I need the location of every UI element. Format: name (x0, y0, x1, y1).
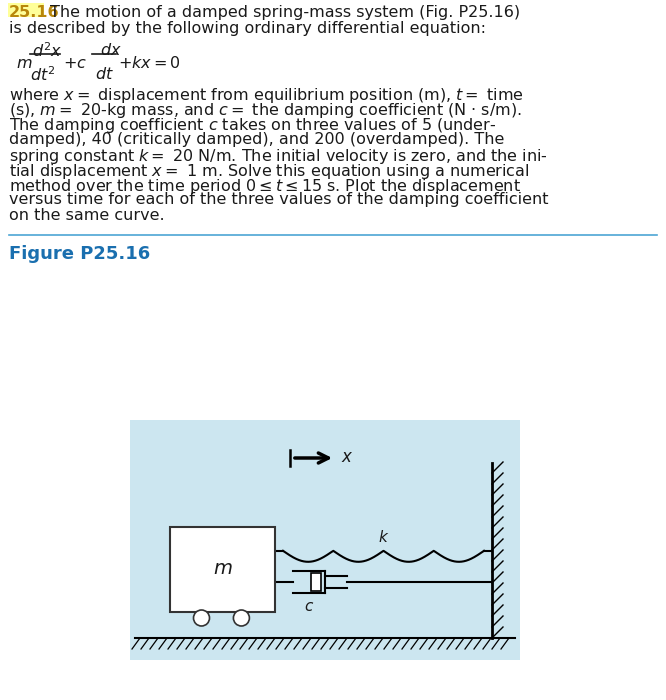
Text: is described by the following ordinary differential equation:: is described by the following ordinary d… (9, 21, 486, 36)
Text: $c$: $c$ (304, 601, 314, 615)
Text: $x$: $x$ (341, 449, 354, 466)
Text: $+ c$: $+ c$ (63, 55, 87, 72)
Text: damped), 40 (critically damped), and 200 (overdamped). The: damped), 40 (critically damped), and 200… (9, 132, 504, 146)
Text: (s), $m =$ 20-kg mass, and $c =$ the damping coefficient (N $\cdot$ s/m).: (s), $m =$ 20-kg mass, and $c =$ the dam… (9, 102, 522, 120)
Text: $+ kx = 0$: $+ kx = 0$ (118, 55, 180, 72)
Text: $dt$: $dt$ (95, 66, 114, 83)
Bar (311, 573, 321, 592)
Text: versus time for each of the three values of the damping coefficient: versus time for each of the three values… (9, 193, 549, 207)
Text: $m$: $m$ (16, 55, 33, 72)
FancyBboxPatch shape (8, 3, 44, 17)
Text: method over the time period $0 \leq t \leq 15$ s. Plot the displacement: method over the time period $0 \leq t \l… (9, 177, 521, 196)
Text: where $x =$ displacement from equilibrium position (m), $t =$ time: where $x =$ displacement from equilibriu… (9, 86, 524, 105)
Text: The motion of a damped spring-mass system (Fig. P25.16): The motion of a damped spring-mass syste… (50, 5, 520, 20)
Text: spring constant $k = $ 20 N/m. The initial velocity is zero, and the ini-: spring constant $k = $ 20 N/m. The initi… (9, 147, 548, 166)
Circle shape (233, 610, 249, 626)
Text: $dt^2$: $dt^2$ (30, 66, 55, 85)
Text: $k$: $k$ (378, 528, 389, 545)
Text: tial displacement $x = $ 1 m. Solve this equation using a numerical: tial displacement $x = $ 1 m. Solve this… (9, 162, 529, 181)
Text: Figure P25.16: Figure P25.16 (9, 245, 151, 263)
Text: $m$: $m$ (212, 561, 232, 578)
Bar (130, 420, 520, 660)
Text: $d^2x$: $d^2x$ (32, 42, 63, 61)
Text: $dx$: $dx$ (100, 42, 122, 59)
Text: on the same curve.: on the same curve. (9, 208, 165, 223)
Text: 25.16: 25.16 (9, 5, 60, 20)
Bar (170, 527, 275, 612)
Text: The damping coefficient $c$ takes on three values of 5 (under-: The damping coefficient $c$ takes on thr… (9, 116, 496, 135)
Circle shape (194, 610, 210, 626)
